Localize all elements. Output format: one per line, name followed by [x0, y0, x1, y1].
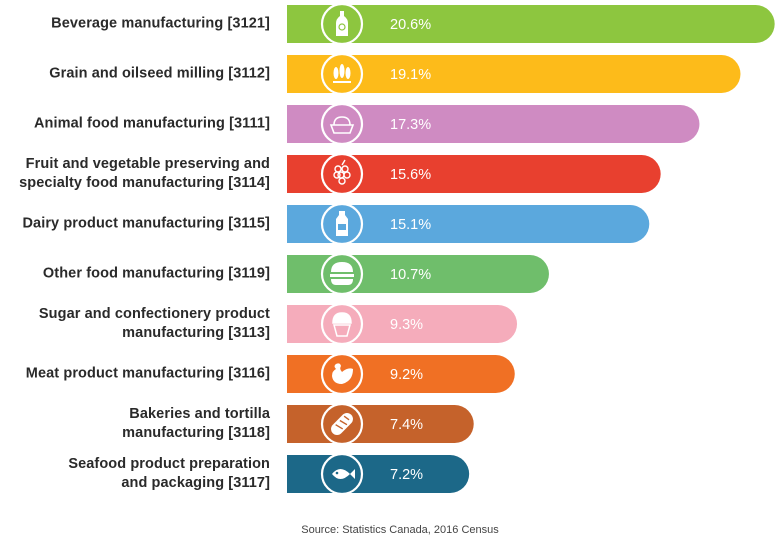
category-label: Animal food manufacturing [3111]: [33, 115, 270, 132]
source-note: Source: Statistics Canada, 2016 Census: [301, 524, 499, 536]
value-label: 10.7%: [390, 267, 431, 283]
value-label: 15.1%: [390, 217, 431, 233]
value-label: 9.3%: [390, 317, 423, 333]
bar-row: 9.2%: [287, 352, 515, 396]
bar-row: 20.6%: [287, 2, 775, 46]
chicken-icon: [320, 352, 364, 396]
grapes-icon: [320, 152, 364, 196]
fish-icon: [320, 452, 364, 496]
bar: [287, 105, 700, 143]
milk-bottle-icon: [320, 202, 364, 246]
value-label: 17.3%: [390, 117, 431, 133]
bar-row: 17.3%: [287, 102, 700, 146]
bar-row: 19.1%: [286, 52, 741, 96]
bar: [287, 355, 515, 393]
bar-row: 7.4%: [287, 402, 474, 446]
bar-row: 9.3%: [287, 302, 518, 346]
category-label: Seafood product preparation and packagin…: [68, 456, 270, 491]
bar-row: 15.1%: [287, 202, 650, 246]
bar: [287, 155, 661, 193]
category-label: Dairy product manufacturing [3115]: [22, 215, 270, 232]
bar: [287, 255, 549, 293]
wheat-icon: [320, 52, 364, 96]
value-label: 15.6%: [390, 167, 431, 183]
bottle-icon: [320, 2, 364, 46]
bar: [287, 205, 650, 243]
value-label: 7.2%: [390, 467, 423, 483]
bar: [287, 405, 474, 443]
bar-row: 10.7%: [287, 252, 549, 296]
pet-bowl-icon: [320, 102, 364, 146]
bread-icon: [320, 402, 364, 446]
bar: [287, 455, 470, 493]
bar-row: 15.6%: [287, 152, 661, 196]
value-label: 20.6%: [390, 17, 431, 33]
value-label: 9.2%: [390, 367, 423, 383]
bar: [286, 55, 741, 93]
category-label: Fruit and vegetable preserving and speci…: [19, 156, 270, 191]
cupcake-icon: [320, 302, 364, 346]
bar: [287, 5, 775, 43]
bar-row: 7.2%: [287, 452, 470, 496]
category-label: Beverage manufacturing [3121]: [51, 15, 270, 32]
value-label: 7.4%: [390, 417, 423, 433]
category-label: Grain and oilseed milling [3112]: [49, 65, 270, 82]
category-label: Sugar and confectionery product manufact…: [38, 306, 270, 341]
category-label: Meat product manufacturing [3116]: [25, 365, 270, 382]
burger-icon: [320, 252, 364, 296]
value-label: 19.1%: [390, 67, 431, 83]
category-label: Bakeries and tortilla manufacturing [311…: [122, 406, 270, 441]
category-label: Other food manufacturing [3119]: [42, 265, 270, 282]
